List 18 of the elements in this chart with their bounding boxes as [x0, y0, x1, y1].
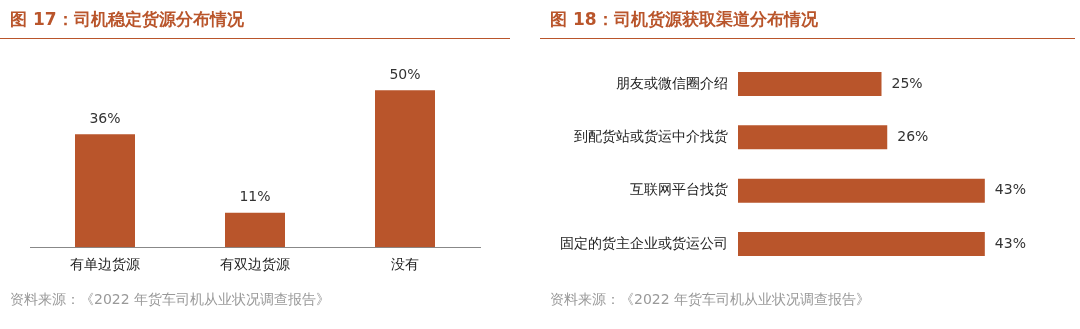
data-label: 36% [89, 109, 121, 126]
data-label: 11% [239, 188, 271, 205]
y-tick-label: 固定的货主企业或货运公司 [560, 234, 728, 251]
data-label: 43% [994, 234, 1026, 251]
text: 资料来源：《2022 年货车司机从业状况调查报告》 [9, 291, 332, 309]
x-tick-label: 有双边货源 [220, 256, 290, 273]
text: 资料来源：《2022 年货车司机从业状况调查报告》 [549, 291, 872, 309]
data-label: 25% [891, 74, 923, 91]
x-tick-label: 没有 [391, 256, 419, 273]
y-tick-label: 互联网平台找货 [630, 181, 728, 198]
chart-title: 图 18：司机货源获取渠道分布情况 [540, 0, 1075, 39]
y-tick-label: 到配货站或货运中介找货 [574, 127, 728, 144]
data-label: 50% [389, 66, 421, 83]
y-tick-label: 朋友或微信圈介绍 [616, 74, 728, 91]
chart-title: 图 17：司机稳定货源分布情况 [0, 0, 510, 39]
x-tick-label: 有单边货源 [70, 256, 140, 273]
data-label: 43% [994, 181, 1026, 198]
data-label: 26% [897, 127, 929, 144]
